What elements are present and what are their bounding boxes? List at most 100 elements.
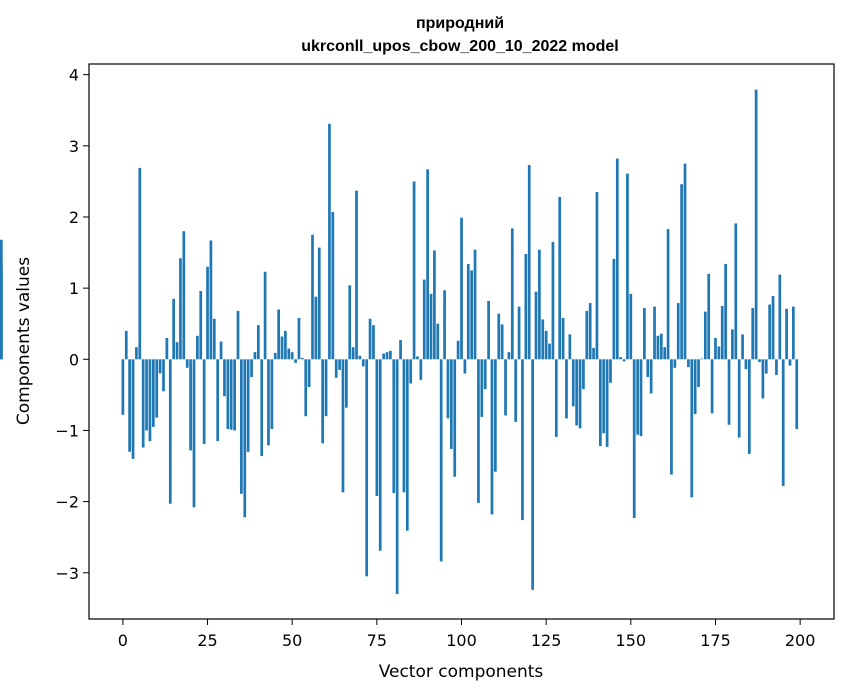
bar-16 [175, 342, 179, 360]
bar-17 [179, 258, 182, 360]
bar-83 [402, 359, 406, 493]
y-tick-label: −2 [55, 493, 79, 512]
bar-59 [321, 359, 325, 444]
bar-57 [314, 296, 318, 360]
bar-94 [439, 359, 443, 562]
bar-183 [741, 334, 744, 360]
bar-190 [764, 359, 768, 374]
y-tick-label: −3 [55, 564, 79, 583]
bar-130 [561, 318, 565, 360]
bar-116 [514, 359, 518, 422]
bar-12 [162, 359, 165, 392]
y-tick-label: −1 [55, 421, 79, 440]
bar-193 [775, 359, 778, 375]
bar-95 [443, 290, 446, 360]
bar-153 [639, 359, 643, 437]
bar-141 [598, 359, 602, 447]
x-tick-label: 150 [616, 631, 647, 650]
bar-69 [355, 190, 358, 360]
bar-126 [548, 343, 551, 360]
bar-27 [212, 318, 216, 360]
bar-168 [690, 359, 694, 498]
bar-76 [378, 359, 382, 551]
bar-134 [575, 359, 578, 426]
bar-86 [412, 181, 416, 360]
bar-133 [571, 359, 575, 407]
bar-140 [595, 192, 599, 360]
bar-39 [253, 352, 257, 360]
bar-156 [649, 359, 653, 394]
bar-18 [182, 231, 186, 360]
bar-75 [375, 359, 379, 496]
bar-74 [372, 325, 375, 360]
bar-72 [365, 359, 369, 577]
bar-50 [290, 352, 294, 360]
bar-165 [680, 184, 683, 360]
bar-4 [135, 347, 138, 360]
bar-24 [202, 359, 206, 444]
bar-150 [629, 293, 633, 360]
bar-38 [250, 359, 253, 378]
bar-51 [294, 359, 297, 363]
plot-frame [88, 63, 835, 620]
bar-93 [436, 323, 440, 360]
bar-189 [761, 359, 765, 399]
bar-23 [199, 290, 203, 360]
bar-100 [460, 217, 463, 360]
bar-90 [426, 169, 429, 360]
bar-138 [588, 303, 592, 360]
bar-148 [622, 359, 626, 362]
bar-68 [351, 347, 355, 360]
bar-157 [653, 306, 656, 360]
bar-82 [399, 340, 402, 360]
bar-112 [500, 324, 504, 360]
bar-136 [582, 359, 585, 390]
bar-70 [358, 355, 362, 360]
bar-52 [297, 318, 301, 360]
bar-28 [216, 359, 220, 442]
bar-124 [541, 319, 545, 360]
bar-139 [592, 347, 595, 360]
x-tick-label: 100 [446, 631, 477, 650]
bar-137 [585, 310, 589, 360]
bar-184 [744, 359, 748, 370]
bar-161 [666, 229, 670, 360]
bar-154 [643, 308, 646, 360]
chart-title-line1: природний [416, 15, 504, 32]
bar-67 [348, 285, 352, 360]
bar-25 [206, 266, 209, 360]
bar-105 [477, 359, 480, 504]
bars-group [0, 89, 799, 595]
x-tick-label: 125 [531, 631, 562, 650]
bar-10 [155, 359, 159, 418]
bar-131 [565, 359, 568, 419]
bar-34 [236, 310, 240, 360]
bar-107 [483, 359, 487, 390]
bar-87 [416, 356, 419, 360]
bar-125 [544, 330, 548, 360]
bar-31 [226, 359, 230, 430]
bar-60 [324, 359, 328, 417]
bar-45 [273, 352, 277, 360]
bar-186 [751, 308, 755, 360]
bar-65 [341, 359, 345, 493]
bar-151 [632, 359, 636, 518]
x-tick-label: 200 [785, 631, 816, 650]
bar-149 [626, 173, 629, 360]
bar-37 [246, 359, 250, 452]
bar-111 [497, 313, 501, 360]
bar-147 [619, 357, 623, 360]
bar-192 [771, 295, 775, 360]
bar-8 [148, 359, 152, 442]
bar-191 [768, 304, 772, 360]
bar-173 [707, 273, 711, 360]
bar-180 [731, 329, 734, 360]
bar-0 [121, 359, 125, 415]
bar-undefined [0, 239, 3, 360]
bar-48 [284, 330, 287, 360]
bar-109 [490, 359, 494, 515]
bar-96 [446, 359, 450, 419]
bar-9 [151, 359, 155, 427]
bar-41 [260, 359, 264, 457]
y-tick-label: 2 [69, 208, 79, 227]
